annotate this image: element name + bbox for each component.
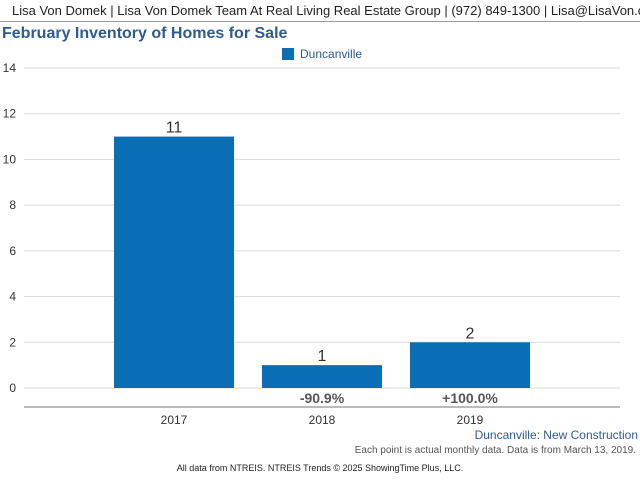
x-tick-label: 2018 <box>309 413 336 427</box>
bar-value-label: 11 <box>166 120 183 137</box>
bar-value-label: 1 <box>318 348 327 365</box>
header-contact-text: Lisa Von Domek | Lisa Von Domek Team At … <box>12 3 640 18</box>
x-tick-label: 2017 <box>161 413 188 427</box>
legend-swatch <box>282 48 294 60</box>
bar-labels: 111-90.9%2+100.0% <box>166 120 499 406</box>
y-tick-label: 8 <box>9 198 16 212</box>
footer-credit: All data from NTREIS. NTREIS Trends © 20… <box>176 463 464 473</box>
y-tick-label: 12 <box>3 107 17 121</box>
bar-value-label: 2 <box>466 325 475 342</box>
bar[interactable] <box>410 342 530 388</box>
y-tick-label: 0 <box>9 381 16 395</box>
series-note: Duncanville: New Construction <box>474 428 638 442</box>
y-tick-label: 10 <box>3 152 17 166</box>
x-axis-ticks: 2017 2018 2019 <box>161 413 484 427</box>
y-tick-label: 2 <box>9 335 16 349</box>
grid-lines <box>24 67 620 389</box>
bar[interactable] <box>114 136 234 388</box>
header-bar: Lisa Von Domek | Lisa Von Domek Team At … <box>0 0 640 22</box>
y-axis-ticks: 0 2 4 6 8 10 12 14 <box>3 61 17 395</box>
y-tick-label: 14 <box>3 61 17 75</box>
bar[interactable] <box>262 365 382 388</box>
bars <box>114 136 530 388</box>
chart-title: February Inventory of Homes for Sale <box>2 25 288 42</box>
legend[interactable]: Duncanville <box>282 46 362 62</box>
data-note: Each point is actual monthly data. Data … <box>354 445 636 456</box>
change-label: +100.0% <box>442 390 498 406</box>
x-tick-label: 2019 <box>457 413 484 427</box>
y-tick-label: 4 <box>9 290 16 304</box>
legend-label: Duncanville <box>300 47 363 61</box>
change-label: -90.9% <box>300 390 345 406</box>
y-tick-label: 6 <box>9 244 16 258</box>
